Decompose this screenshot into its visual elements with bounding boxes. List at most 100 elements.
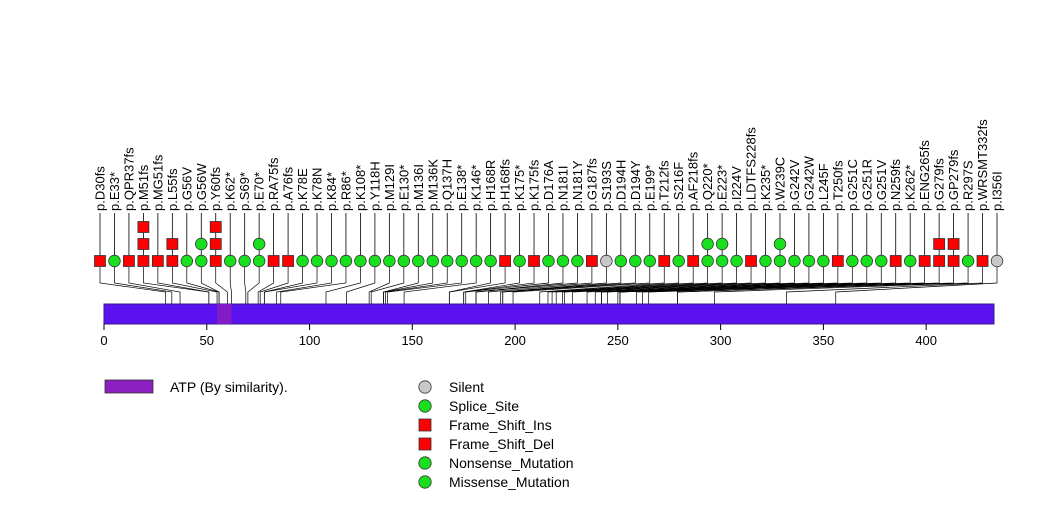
mutation-label: p.D176A	[541, 160, 556, 211]
mutation-marker-square	[267, 255, 280, 267]
mutation-marker-circle	[773, 254, 787, 268]
legend-type-label: Silent	[449, 379, 484, 395]
mutation-marker-circle	[542, 254, 555, 268]
mutation-marker-circle	[571, 254, 584, 268]
mutation-label: p.K146*	[469, 165, 484, 211]
mutation-marker-circle	[325, 254, 338, 268]
connector-line	[564, 267, 737, 304]
legend-marker-circle	[418, 456, 432, 470]
connector-line	[500, 267, 607, 304]
mutation-marker-circle	[180, 254, 194, 268]
connector-line	[263, 267, 318, 304]
mutation-marker-circle	[310, 254, 324, 268]
axis-tick-label: 200	[504, 333, 526, 348]
mutation-label: p.E199*	[642, 165, 657, 211]
mutation-label: p.N259fs	[888, 158, 903, 211]
mutation-label: p.G251C	[845, 159, 860, 211]
mutation-label: p.ENG265fs	[917, 140, 932, 211]
mutation-marker-circle	[817, 254, 830, 268]
connector-line	[215, 267, 228, 304]
axis-tick-label: 0	[100, 333, 107, 348]
connector-line	[619, 267, 882, 304]
mutation-marker-square	[166, 238, 179, 250]
mutation-label: p.R86*	[338, 171, 353, 211]
mutation-label: p.A76fs	[281, 166, 296, 211]
mutation-marker-circle	[108, 254, 121, 268]
mutation-markers	[94, 221, 1004, 268]
mutation-label: p.K175fs	[527, 159, 542, 211]
mutation-label: p.I224V	[729, 166, 744, 211]
mutation-marker-circle	[296, 254, 309, 268]
mutation-marker-circle	[224, 254, 237, 268]
mutation-marker-square	[586, 255, 598, 267]
connector-line	[244, 267, 247, 304]
mutation-marker-circle	[903, 254, 917, 268]
mutation-label: p.WRSMT332fs	[975, 119, 990, 211]
mutation-label: p.H168R	[483, 160, 498, 211]
mutation-marker-square	[947, 238, 960, 250]
mutation-label: p.M136K	[425, 159, 440, 211]
connector-line	[387, 267, 463, 304]
mutation-marker-circle	[773, 237, 787, 251]
mutation-marker-circle	[759, 254, 772, 268]
connector-line	[835, 267, 998, 304]
connector-line	[385, 267, 448, 304]
mutation-marker-square	[166, 255, 179, 267]
mutation-label: p.M129I	[382, 164, 397, 211]
connector-line	[200, 267, 220, 304]
mutation-marker-circle	[701, 237, 714, 251]
mutation-marker-square	[889, 255, 902, 267]
mutation-label: p.W239C	[772, 157, 787, 211]
mutation-label: p.M136I	[411, 164, 426, 211]
connector-line	[370, 267, 405, 304]
mutation-marker-square	[918, 255, 931, 267]
connector-line	[601, 267, 810, 304]
axis-tick-label: 50	[200, 333, 214, 348]
mutation-marker-square	[658, 255, 671, 267]
connector-lines	[99, 267, 998, 304]
legend-type-label: Frame_Shift_Ins	[449, 417, 552, 433]
mutation-label: p.G251V	[874, 159, 889, 211]
connector-line	[383, 267, 419, 304]
mutation-marker-circle	[397, 254, 411, 268]
mutation-label: p.S193S	[599, 161, 614, 211]
mutation-label: p.H168fs	[498, 158, 513, 211]
mutation-label: p.K175*	[512, 165, 527, 211]
mutation-marker-square	[976, 255, 989, 267]
mutation-label: p.S216F	[671, 162, 686, 211]
mutation-marker-circle	[252, 254, 266, 268]
connector-line	[99, 267, 167, 304]
mutation-marker-circle	[195, 254, 208, 268]
legend-marker-square	[418, 418, 432, 432]
mutation-marker-square	[282, 255, 294, 267]
mutation-marker-circle	[860, 254, 873, 268]
mutation-label: p.K108*	[353, 165, 368, 211]
mutation-marker-circle	[339, 254, 353, 268]
mutation-label: p.D194H	[613, 160, 628, 211]
legend-type-label: Splice_Site	[449, 398, 519, 414]
mutation-label: p.G251R	[859, 159, 874, 211]
legend-domain-label: ATP (By similarity).	[170, 379, 288, 395]
connector-line	[607, 267, 824, 304]
mutation-label: p.K262*	[903, 165, 918, 211]
mutation-marker-circle	[556, 254, 570, 268]
connector-line	[502, 267, 636, 304]
mutation-marker-circle	[426, 254, 439, 268]
mutation-label: p.K62*	[223, 172, 238, 211]
mutation-label: p.D30fs	[93, 166, 108, 211]
axis-tick-label: 150	[401, 333, 423, 348]
mutation-label: p.G242W	[801, 155, 816, 211]
connector-line	[475, 267, 578, 304]
mutation-marker-square	[528, 255, 540, 267]
mutation-marker-square	[137, 255, 150, 267]
mutation-marker-square	[209, 221, 222, 233]
legend-marker-circle	[418, 380, 432, 394]
connector-line	[257, 267, 274, 304]
mutation-label: p.G279fs	[932, 158, 947, 211]
mutation-marker-circle	[412, 254, 425, 268]
connector-line	[786, 267, 983, 304]
mutation-label: p.Q137H	[440, 159, 455, 211]
mutation-marker-square	[499, 255, 511, 267]
protein-bar	[103, 303, 995, 325]
mutation-label: p.G242V	[787, 159, 802, 211]
